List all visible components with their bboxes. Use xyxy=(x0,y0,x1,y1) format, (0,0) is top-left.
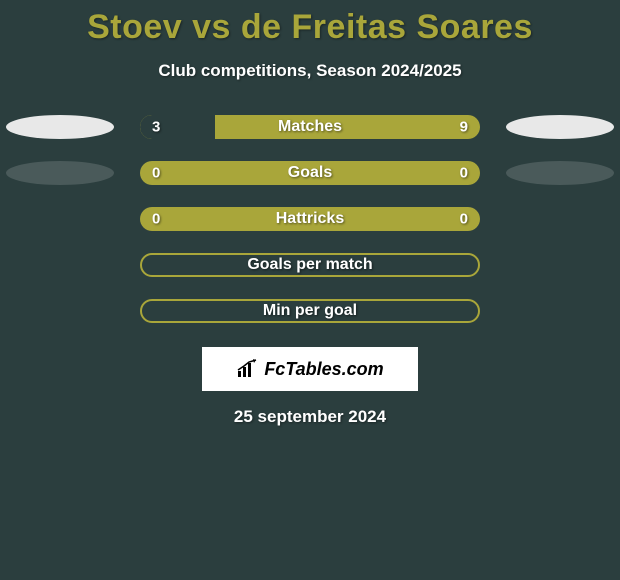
date-label: 25 september 2024 xyxy=(0,407,620,427)
stat-row: 3 9 Matches xyxy=(0,115,620,139)
player-ellipse-left xyxy=(6,115,114,139)
stat-label: Matches xyxy=(278,118,342,136)
page-subtitle: Club competitions, Season 2024/2025 xyxy=(0,61,620,81)
stat-bar: 0 0 Hattricks xyxy=(140,207,480,231)
stat-bar: 0 0 Goals xyxy=(140,161,480,185)
stat-row: Goals per match xyxy=(0,253,620,277)
stat-bar: 3 9 Matches xyxy=(140,115,480,139)
stat-bar: Goals per match xyxy=(140,253,480,277)
stat-value-left: 0 xyxy=(152,165,160,182)
chart-icon xyxy=(236,359,260,379)
stat-label: Min per goal xyxy=(263,302,357,320)
stat-value-right: 0 xyxy=(460,211,468,228)
stat-label: Hattricks xyxy=(276,210,344,228)
stat-label: Goals xyxy=(288,164,332,182)
page-title: Stoev vs de Freitas Soares xyxy=(0,0,620,47)
stat-value-right: 0 xyxy=(460,165,468,182)
stat-value-left: 0 xyxy=(152,211,160,228)
stat-rows-container: 3 9 Matches 0 0 Goals 0 0 Hattricks Goals per mat… xyxy=(0,115,620,323)
logo-box: FcTables.com xyxy=(202,347,418,391)
stat-value-left: 3 xyxy=(152,119,160,136)
stat-bar: Min per goal xyxy=(140,299,480,323)
stat-row: Min per goal xyxy=(0,299,620,323)
player-ellipse-right xyxy=(506,115,614,139)
stat-row: 0 0 Goals xyxy=(0,161,620,185)
stat-label: Goals per match xyxy=(247,256,372,274)
player-ellipse-right xyxy=(506,161,614,185)
stat-value-right: 9 xyxy=(460,119,468,136)
logo-text: FcTables.com xyxy=(264,359,383,380)
stat-row: 0 0 Hattricks xyxy=(0,207,620,231)
player-ellipse-left xyxy=(6,161,114,185)
